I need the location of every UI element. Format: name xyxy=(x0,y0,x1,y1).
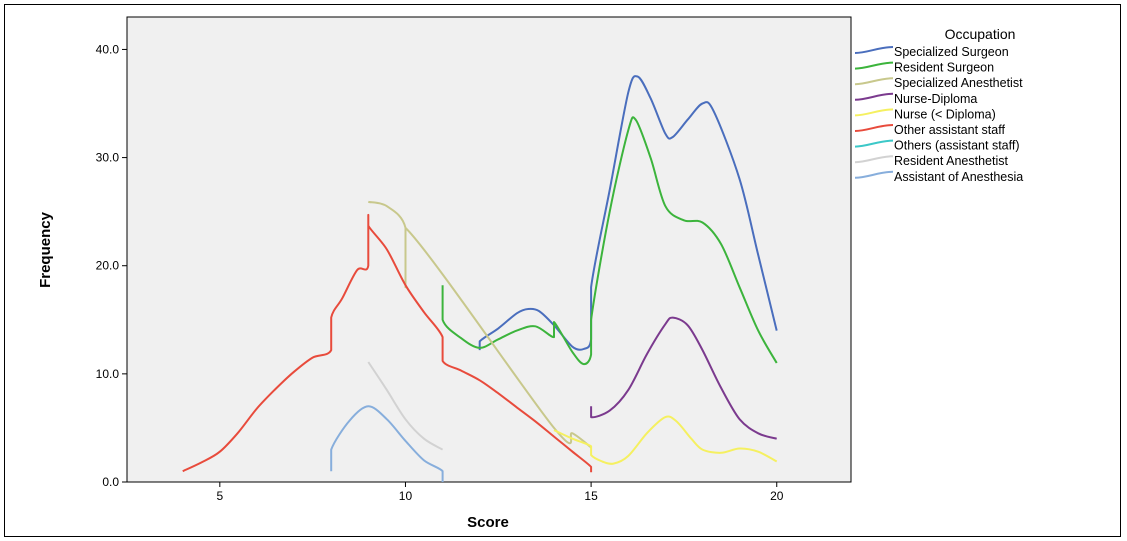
legend-swatch-specialized-surgeon xyxy=(854,46,894,54)
series-line-resident-anesthetist xyxy=(367,361,444,451)
legend-label-specialized-surgeon: Specialized Surgeon xyxy=(894,45,1009,59)
y-axis: 0.0 10.0 20.0 30.0 40.0 xyxy=(96,42,127,489)
series-lines xyxy=(182,75,778,482)
plot-area xyxy=(126,16,852,483)
legend-label-nurse-diploma: Nurse (< Diploma) xyxy=(894,107,996,121)
y-tick-label: 40.0 xyxy=(96,42,120,56)
series-line-nurse-diploma xyxy=(590,316,777,440)
legend-label-others-assistant-staff: Others (assistant staff) xyxy=(894,139,1020,153)
series-line-assistant-of-anesthesia xyxy=(330,405,444,482)
legend-swatch-specialized-anesthetist xyxy=(854,77,894,86)
y-axis-label: Frequency xyxy=(37,211,54,288)
legend-swatch-assistant-of-anesthesia xyxy=(854,170,894,179)
legend-swatch-other-assistant-staff xyxy=(854,124,894,132)
series-line-specialized-surgeon xyxy=(478,75,778,351)
legend-label-other-assistant-staff: Other assistant staff xyxy=(894,123,1005,137)
legend-label-assistant-of-anesthesia: Assistant of Anesthesia xyxy=(894,170,1023,184)
x-tick-label: 20 xyxy=(770,489,784,503)
legend-swatch-resident-anesthetist xyxy=(854,155,894,164)
legend-label-resident-anesthetist: Resident Anesthetist xyxy=(894,154,1008,168)
series-line-resident-surgeon xyxy=(441,116,778,366)
y-tick-label: 10.0 xyxy=(96,367,120,381)
legend-label-resident-surgeon: Resident Surgeon xyxy=(894,61,994,75)
y-tick-label: 20.0 xyxy=(96,259,120,273)
y-tick-label: 30.0 xyxy=(96,151,120,165)
legend-label-nurse-diploma: Nurse-Diploma xyxy=(894,92,977,106)
series-line-specialized-anesthetist xyxy=(368,200,592,449)
x-tick-label: 10 xyxy=(399,489,413,503)
legend-label-specialized-anesthetist: Specialized Anesthetist xyxy=(894,76,1023,90)
legend: Occupation Specialized Surgeon Resident S… xyxy=(854,26,1023,184)
x-tick-label: 15 xyxy=(584,489,598,503)
x-axis: 5 10 15 20 xyxy=(216,482,784,503)
x-axis-label: Score xyxy=(467,514,509,531)
legend-swatch-resident-surgeon xyxy=(854,61,894,70)
legend-title: Occupation xyxy=(945,26,1016,42)
x-tick-label: 5 xyxy=(216,489,223,503)
series-line-nurse-diploma xyxy=(553,415,778,465)
y-tick-label: 0.0 xyxy=(102,475,119,489)
legend-swatch-nurse-diploma xyxy=(854,92,894,101)
series-line-other-assistant-staff xyxy=(182,213,593,473)
legend-swatch-others-assistant-staff xyxy=(854,139,894,148)
legend-swatch-nurse-diploma xyxy=(854,108,894,117)
